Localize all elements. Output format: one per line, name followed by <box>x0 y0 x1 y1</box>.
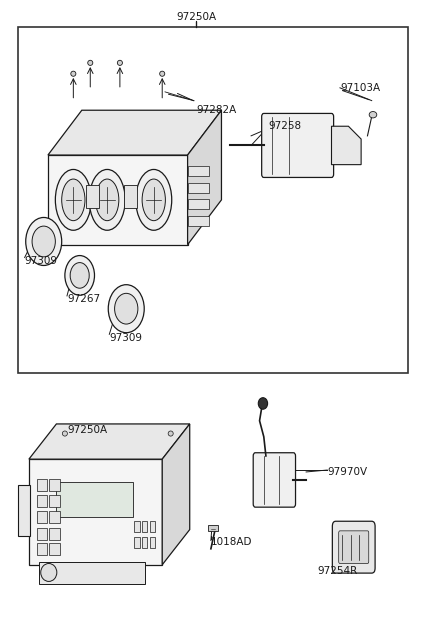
Polygon shape <box>29 459 162 565</box>
Ellipse shape <box>108 285 144 332</box>
Polygon shape <box>29 424 190 459</box>
Ellipse shape <box>258 397 268 409</box>
Text: 97258: 97258 <box>268 122 301 131</box>
Ellipse shape <box>160 71 165 77</box>
FancyBboxPatch shape <box>253 453 296 507</box>
Bar <box>37 495 47 507</box>
Ellipse shape <box>71 71 76 77</box>
Bar <box>187 183 209 193</box>
Bar <box>37 511 47 523</box>
Ellipse shape <box>88 60 93 66</box>
Text: 97282A: 97282A <box>196 105 236 115</box>
Text: 97103A: 97103A <box>340 83 380 93</box>
Ellipse shape <box>55 170 91 230</box>
Ellipse shape <box>117 60 122 66</box>
Text: 97970V: 97970V <box>327 467 367 477</box>
Ellipse shape <box>115 293 138 324</box>
Text: 97309: 97309 <box>25 256 58 266</box>
Bar <box>142 537 147 548</box>
Ellipse shape <box>65 255 95 295</box>
Bar <box>150 521 155 532</box>
FancyBboxPatch shape <box>262 113 334 177</box>
Text: 97250A: 97250A <box>176 12 216 23</box>
Ellipse shape <box>62 431 67 436</box>
Bar <box>49 543 60 554</box>
FancyBboxPatch shape <box>339 531 369 563</box>
Bar <box>187 166 209 176</box>
Bar <box>208 525 218 532</box>
Polygon shape <box>48 155 187 245</box>
Ellipse shape <box>168 431 173 436</box>
Polygon shape <box>48 110 222 155</box>
Ellipse shape <box>70 262 89 288</box>
Bar <box>49 495 60 507</box>
Bar <box>40 561 145 584</box>
Bar <box>187 199 209 210</box>
Text: 97250A: 97250A <box>67 425 107 435</box>
Bar <box>187 216 209 226</box>
Bar <box>134 537 140 548</box>
Ellipse shape <box>95 179 119 221</box>
Text: 97309: 97309 <box>109 332 142 343</box>
Ellipse shape <box>142 179 165 221</box>
Ellipse shape <box>136 170 172 230</box>
Bar <box>150 537 155 548</box>
Bar <box>37 529 47 540</box>
Ellipse shape <box>26 217 62 266</box>
Ellipse shape <box>369 111 377 118</box>
Bar <box>18 27 408 373</box>
Bar <box>86 185 99 208</box>
Text: 97267: 97267 <box>67 294 100 304</box>
Bar <box>49 479 60 491</box>
Text: 97254R: 97254R <box>318 566 358 576</box>
Ellipse shape <box>89 170 125 230</box>
Bar <box>49 511 60 523</box>
FancyBboxPatch shape <box>332 521 375 573</box>
Polygon shape <box>162 424 190 565</box>
Bar <box>18 485 30 536</box>
Ellipse shape <box>62 179 85 221</box>
Bar <box>37 479 47 491</box>
Bar <box>49 529 60 540</box>
Ellipse shape <box>41 563 57 581</box>
Bar <box>142 521 147 532</box>
Polygon shape <box>187 110 222 245</box>
Polygon shape <box>331 126 361 165</box>
Bar <box>56 482 132 517</box>
Bar <box>134 521 140 532</box>
Bar <box>37 543 47 554</box>
Bar <box>124 185 137 208</box>
Ellipse shape <box>32 226 55 257</box>
Text: 1018AD: 1018AD <box>211 538 252 547</box>
